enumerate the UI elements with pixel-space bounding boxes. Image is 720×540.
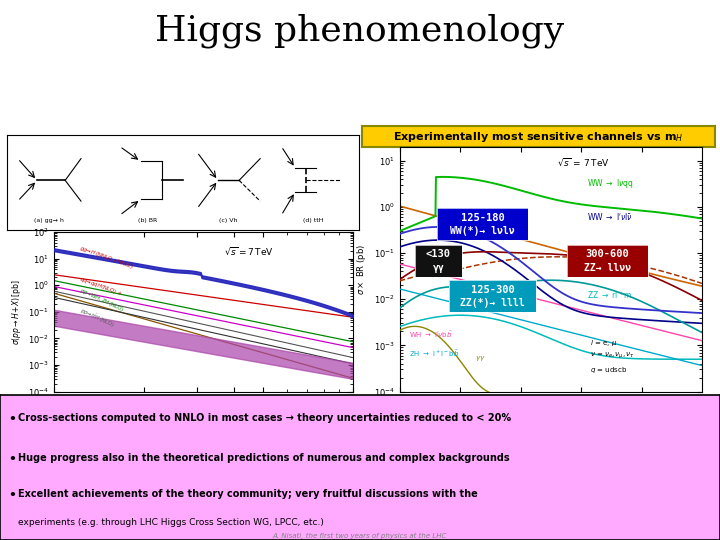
Text: Higgs phenomenology: Higgs phenomenology bbox=[156, 14, 564, 48]
Text: γγ: γγ bbox=[432, 262, 444, 273]
Text: ZH $\to$ l$^+$l$^-$b$\bar{b}$: ZH $\to$ l$^+$l$^-$b$\bar{b}$ bbox=[409, 349, 459, 359]
Text: <130: <130 bbox=[426, 249, 451, 259]
Text: ZZ→ llνν: ZZ→ llνν bbox=[584, 262, 631, 273]
Text: WW $\to$ l$\nu$qq: WW $\to$ l$\nu$qq bbox=[587, 177, 634, 190]
Text: (d) ttH: (d) ttH bbox=[302, 218, 323, 223]
Text: $l$ = e, $\mu$
$\nu$ = $\nu_e,\nu_\mu,\nu_\tau$
$q$ = udscb: $l$ = e, $\mu$ $\nu$ = $\nu_e,\nu_\mu,\n… bbox=[590, 338, 635, 375]
Text: $pp\!\to\!WH,ZH\,({\rm NLO})$: $pp\!\to\!WH,ZH\,({\rm NLO})$ bbox=[78, 286, 125, 315]
Text: experiments (e.g. through LHC Higgs Cross Section WG, LPCC, etc.): experiments (e.g. through LHC Higgs Cros… bbox=[18, 518, 324, 527]
Text: $pp\!\to\!t\bar{t}H\,({\rm NLO})$: $pp\!\to\!t\bar{t}H\,({\rm NLO})$ bbox=[78, 306, 116, 331]
Text: (a) gg→ h: (a) gg→ h bbox=[35, 218, 64, 223]
Text: $gg\!\to\!H\,({\rm NNLO+NNLL})$: $gg\!\to\!H\,({\rm NNLO+NNLL})$ bbox=[78, 244, 135, 272]
Text: 125-180: 125-180 bbox=[461, 213, 505, 222]
X-axis label: Higgs boson mass (GeV/c$^{2}$): Higgs boson mass (GeV/c$^{2}$) bbox=[489, 411, 613, 426]
Y-axis label: $\sigma \times$ BR (pb): $\sigma \times$ BR (pb) bbox=[355, 244, 368, 295]
Text: A. Nisati, the first two years of physics at the LHC: A. Nisati, the first two years of physic… bbox=[273, 532, 447, 538]
Text: $\sqrt{s}\,=\,7\,{\rm TeV}$: $\sqrt{s}\,=\,7\,{\rm TeV}$ bbox=[557, 157, 610, 168]
Text: ZZ $\to$ rl$^+$m: ZZ $\to$ rl$^+$m bbox=[587, 289, 633, 301]
Text: ZZ $\to$ l$^+$l$^-\nu\bar{\nu}$: ZZ $\to$ l$^+$l$^-\nu\bar{\nu}$ bbox=[587, 254, 640, 266]
Text: WW $\to$ l$'\nu$l$\bar{\nu}$: WW $\to$ l$'\nu$l$\bar{\nu}$ bbox=[587, 211, 633, 222]
Text: Experimentally most sensitive channels vs m$_{H}$: Experimentally most sensitive channels v… bbox=[393, 130, 684, 144]
Text: 300-600: 300-600 bbox=[585, 249, 629, 259]
Text: Cross-sections computed to NNLO in most cases → theory uncertainties reduced to : Cross-sections computed to NNLO in most … bbox=[18, 413, 511, 423]
Text: WH $\to$ l$'\nu$b$\bar{b}$: WH $\to$ l$'\nu$b$\bar{b}$ bbox=[409, 329, 452, 340]
Text: $\sqrt{s}= 7\,{\rm TeV}$: $\sqrt{s}= 7\,{\rm TeV}$ bbox=[225, 245, 274, 256]
Text: Excellent achievements of the theory community; very fruitful discussions with t: Excellent achievements of the theory com… bbox=[18, 489, 478, 500]
Text: $qq\!\to\!qqH\,({\rm NLO})\,+$: $qq\!\to\!qqH\,({\rm NLO})\,+$ bbox=[78, 275, 124, 299]
Text: •: • bbox=[9, 453, 17, 466]
Y-axis label: $\sigma(pp\rightarrow H\!+\!X)\,[{\rm pb}]$: $\sigma(pp\rightarrow H\!+\!X)\,[{\rm pb… bbox=[9, 279, 22, 345]
Text: $\gamma\gamma$: $\gamma\gamma$ bbox=[475, 354, 486, 363]
Text: •: • bbox=[9, 413, 17, 426]
X-axis label: $M_H\,[{\rm GeV}]$: $M_H\,[{\rm GeV}]$ bbox=[184, 414, 222, 427]
Text: 125-300: 125-300 bbox=[471, 285, 515, 295]
Text: (b) BR: (b) BR bbox=[138, 218, 158, 223]
Text: ZZ(*)→ llll: ZZ(*)→ llll bbox=[460, 298, 525, 308]
Text: Huge progress also in the theoretical predictions of numerous and complex backgr: Huge progress also in the theoretical pr… bbox=[18, 453, 510, 463]
Text: •: • bbox=[9, 489, 17, 502]
Text: WW(*)→ lνlν: WW(*)→ lνlν bbox=[451, 226, 515, 236]
Text: (c) Vh: (c) Vh bbox=[220, 218, 238, 223]
